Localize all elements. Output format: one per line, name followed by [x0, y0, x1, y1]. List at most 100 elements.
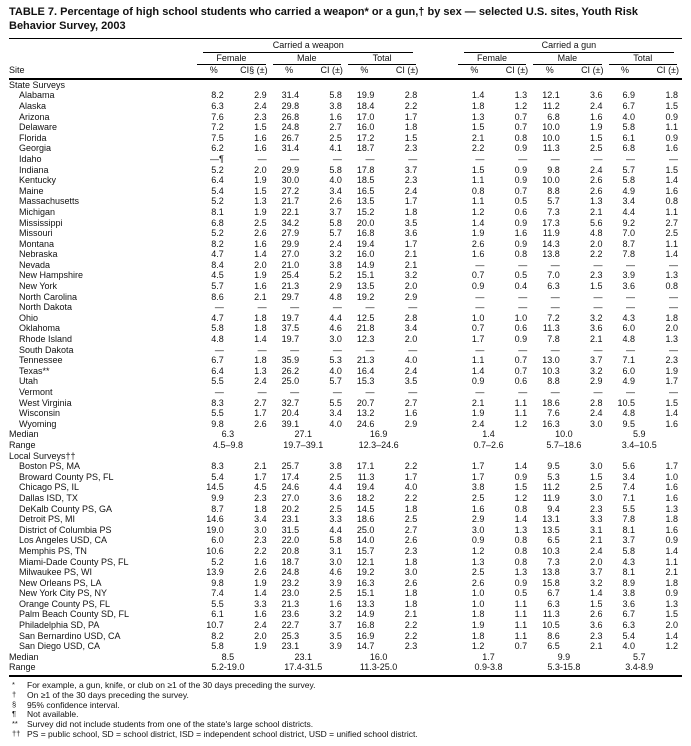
ci-value-cell: 4.6	[329, 323, 342, 334]
percent-value-cell: 8.6	[547, 630, 560, 641]
percent-value-cell: 14.7	[356, 641, 375, 652]
ci-value-cell: 2.8	[404, 312, 418, 323]
ci-value-cell: —	[408, 344, 418, 355]
percent-value-cell: 1.1	[471, 196, 485, 207]
percent-value-cell: 16.3	[356, 577, 375, 588]
spacer-cell	[421, 281, 456, 292]
ci-value-cell: 2.4	[404, 185, 418, 196]
ci-value-cell: 1.3	[254, 365, 267, 376]
percent-value-cell: 22.1	[281, 206, 300, 217]
ci-value-cell: 0.7	[514, 122, 528, 133]
percent-value-cell: 1.9	[471, 228, 485, 239]
percent-value-cell: —	[214, 387, 224, 397]
spacer-cell	[421, 154, 456, 165]
ci-value-cell: 3.4	[254, 514, 267, 525]
percent-value-cell: 8.3	[211, 461, 224, 472]
footnote-mark: †	[12, 689, 17, 699]
range-value-cell: 17.4-31.5	[270, 662, 346, 678]
table-row: Oklahoma 5.8 1.8 37.5 4.6 21.8 3.4 0.7 0.6 11.3 3.…	[9, 323, 682, 334]
ci-value-cell: 2.4	[254, 100, 267, 111]
percent-value-cell: 13.2	[356, 408, 375, 419]
ci-value-cell: 0.6	[514, 206, 528, 217]
ci-value-cell: 3.6	[404, 228, 418, 239]
site-cell: Missouri	[19, 228, 53, 239]
percent-value-cell: 1.6	[471, 249, 485, 260]
table-row: San Bernardino USD, CA 8.2 2.0 25.3 3.5 16.9 2…	[9, 631, 682, 642]
percent-value-cell: 4.7	[211, 249, 224, 260]
ci-value-cell: 2.9	[329, 281, 342, 292]
percent-value-cell: —	[626, 302, 636, 313]
spacer-cell	[421, 207, 456, 218]
ci-column-header: CI§ (±)	[225, 65, 271, 80]
percent-value-cell: 5.7	[547, 196, 560, 207]
percent-value-cell: 1.6	[471, 503, 485, 514]
percent-value-cell: 11.2	[542, 482, 560, 493]
group-header-gun: Carried a gun	[455, 37, 682, 53]
percent-value-cell: 14.0	[356, 535, 375, 546]
ci-value-cell: 1.5	[589, 281, 603, 292]
ci-value-cell: 3.4	[404, 323, 418, 334]
ci-column-header: CI (±)	[561, 65, 607, 80]
ci-value-cell: 2.3	[589, 630, 603, 641]
site-cell: Michigan	[19, 206, 56, 217]
percent-value-cell: 10.7	[206, 620, 224, 631]
ci-value-cell: —	[669, 291, 678, 302]
percent-value-cell: 1.0	[471, 312, 485, 323]
ci-value-cell: 2.4	[589, 164, 603, 175]
percent-value-cell: 23.1	[281, 641, 300, 652]
spacer-cell	[421, 165, 456, 176]
percent-value-cell: 16.8	[356, 228, 375, 239]
percent-value-cell: 24.8	[281, 567, 300, 578]
percent-value-cell: 27.0	[281, 249, 300, 260]
percent-value-cell: 15.8	[542, 577, 560, 588]
percent-value-cell: 26.7	[281, 132, 300, 143]
percent-value-cell: 5.2	[211, 164, 224, 175]
ci-value-cell: —	[332, 302, 342, 313]
subgroup-label: Male	[272, 53, 341, 66]
site-cell: Nevada	[19, 259, 51, 270]
ci-value-cell: 0.7	[514, 111, 528, 122]
ci-value-cell: 0.9	[514, 577, 528, 588]
percent-value-cell: 1.8	[471, 630, 485, 641]
percent-value-cell: 4.5	[211, 270, 224, 281]
percent-column-header: %	[455, 65, 487, 80]
ci-value-cell: 2.5	[329, 503, 342, 514]
percent-column-header: %	[345, 65, 377, 80]
ci-value-cell: 1.8	[404, 556, 418, 567]
spacer-cell	[421, 535, 456, 546]
median-value-cell: 23.1	[294, 651, 313, 662]
ci-value-cell: 1.8	[404, 588, 418, 599]
percent-value-cell: 6.4	[211, 175, 224, 186]
ci-value-cell: 0.8	[665, 281, 678, 292]
percent-value-cell: —	[550, 291, 560, 302]
ci-value-cell: 2.4	[254, 376, 267, 387]
ci-value-cell: 0.5	[514, 588, 528, 599]
percent-value-cell: —	[550, 259, 560, 270]
table-row: Ohio 4.7 1.8 19.7 4.4 12.5 2.8 1.0 1.0 7.2 3.2 4.3 1…	[9, 313, 682, 324]
percent-value-cell: 11.9	[542, 228, 560, 239]
percent-value-cell: 4.8	[211, 334, 224, 345]
percent-value-cell: 13.8	[542, 249, 560, 260]
percent-value-cell: 3.6	[622, 281, 636, 292]
ci-value-cell: 1.6	[514, 228, 528, 239]
ci-value-cell: 4.8	[589, 228, 603, 239]
percent-value-cell: 5.5	[211, 376, 224, 387]
ci-value-cell: 2.0	[589, 556, 603, 567]
spacer-cell	[421, 641, 456, 652]
ci-value-cell: 2.7	[329, 122, 342, 133]
ci-value-cell: —	[669, 302, 678, 313]
ci-value-cell: 4.1	[329, 143, 342, 154]
spacer-cell	[421, 578, 456, 589]
footnote-mark: *	[12, 680, 15, 690]
spacer-cell	[421, 228, 456, 239]
percent-value-cell: 16.3	[542, 418, 560, 429]
percent-value-cell: 0.9	[471, 376, 485, 387]
range-row: Range 5.2-19.0 17.4-31.5 11.3-25.0 0.9-3.8 5.…	[9, 662, 682, 678]
subgroup-weapon-male: Male	[271, 53, 346, 66]
spacer-cell	[421, 133, 456, 144]
ci-value-cell: 2.8	[404, 90, 418, 101]
site-cell: San Bernardino USD, CA	[19, 630, 121, 641]
percent-column-header: %	[606, 65, 638, 80]
ci-value-cell: 0.6	[514, 376, 528, 387]
median-value-cell: 16.9	[369, 429, 388, 440]
